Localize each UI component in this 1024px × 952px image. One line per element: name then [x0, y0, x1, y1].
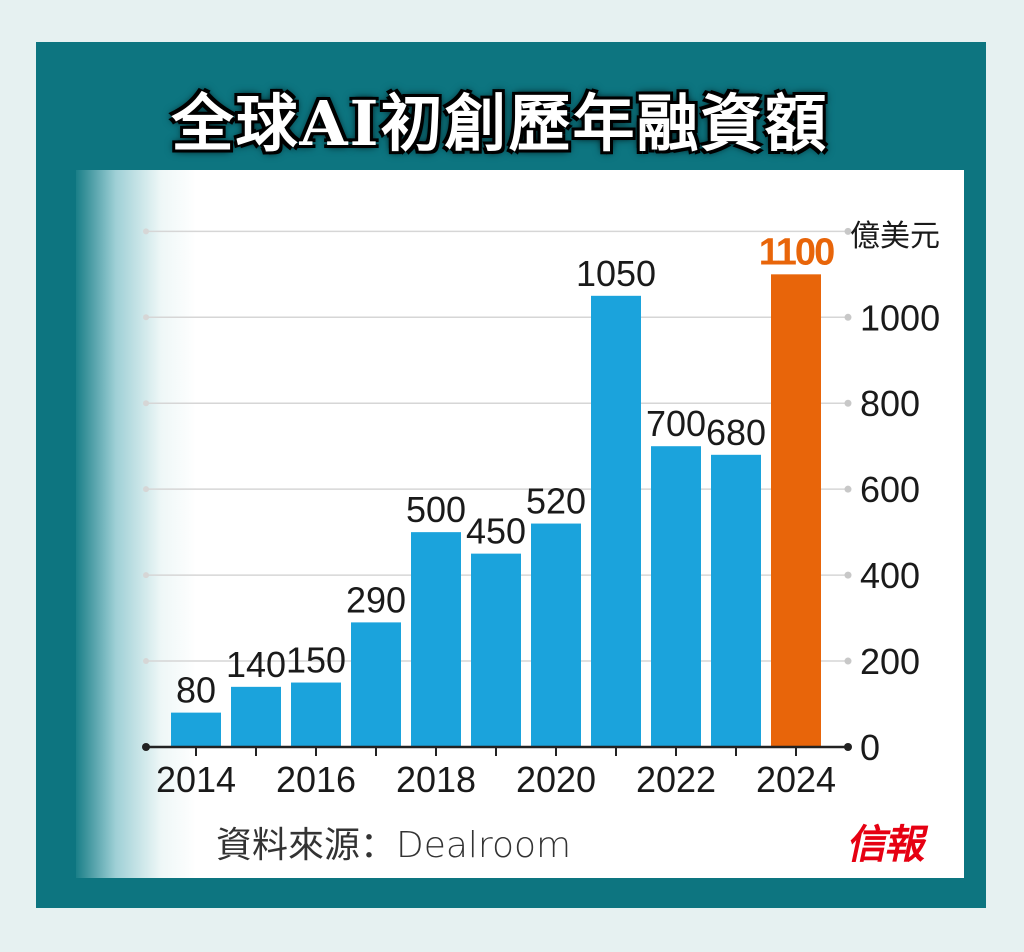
data-label: 500: [406, 489, 466, 530]
data-label: 680: [706, 412, 766, 453]
x-tick-label: 2022: [636, 759, 716, 800]
x-tick-label: 2024: [756, 759, 836, 800]
bar: [291, 682, 341, 747]
grid-dot: [143, 314, 149, 321]
axis-end-dot: [844, 743, 852, 751]
bar: [651, 446, 701, 747]
chart-title: 全球AI初創歷年融資額: [171, 87, 829, 160]
bar: [471, 553, 521, 747]
x-tick-label: 2020: [516, 759, 596, 800]
x-axis: 2014 2016 2018 2020 2022 2024: [142, 743, 852, 800]
bar: [171, 712, 221, 747]
bar: [531, 523, 581, 747]
y-axis: 0 200 400 600 800 1000 億美元: [850, 219, 940, 768]
x-tick-label: 2014: [156, 759, 236, 800]
grid-dot: [844, 227, 852, 235]
bar: [411, 532, 461, 747]
y-tick-label: 600: [860, 469, 920, 510]
data-label: 1050: [576, 253, 656, 294]
bar: [711, 454, 761, 747]
y-tick-label: 1000: [860, 297, 940, 338]
data-label: 450: [466, 511, 526, 552]
data-label: 290: [346, 579, 406, 620]
y-tick-label: 400: [860, 555, 920, 596]
grid-dot: [143, 400, 149, 407]
grid-dot: [844, 485, 852, 493]
data-label: 700: [646, 403, 706, 444]
x-tick-label: 2016: [276, 759, 356, 800]
grid-dot: [844, 399, 852, 407]
grid-dot: [143, 228, 149, 235]
y-tick-label: 800: [860, 383, 920, 424]
y-tick-label: 0: [860, 727, 880, 768]
data-label: 80: [176, 670, 216, 711]
bar: [771, 274, 821, 747]
data-label: 520: [526, 481, 586, 522]
axis-end-dot: [142, 743, 150, 751]
bar: [591, 295, 641, 747]
grid-dot: [844, 657, 852, 665]
data-label: 140: [226, 644, 286, 685]
data-label: 1100: [759, 231, 834, 273]
y-axis-unit-label: 億美元: [850, 219, 940, 254]
grid-dot: [844, 313, 852, 321]
publisher-logo: 信報: [844, 821, 931, 868]
grid-dot: [143, 486, 149, 493]
data-label: 150: [286, 640, 346, 681]
bars: [171, 274, 821, 747]
grid-dot: [143, 572, 149, 579]
grid-dot: [844, 571, 852, 579]
y-tick-label: 200: [860, 641, 920, 682]
data-source-note: 資料來源：Dealroom: [216, 825, 572, 866]
x-tick-label: 2018: [396, 759, 476, 800]
bar: [351, 622, 401, 747]
bar: [231, 686, 281, 747]
grid-dot: [143, 658, 149, 665]
